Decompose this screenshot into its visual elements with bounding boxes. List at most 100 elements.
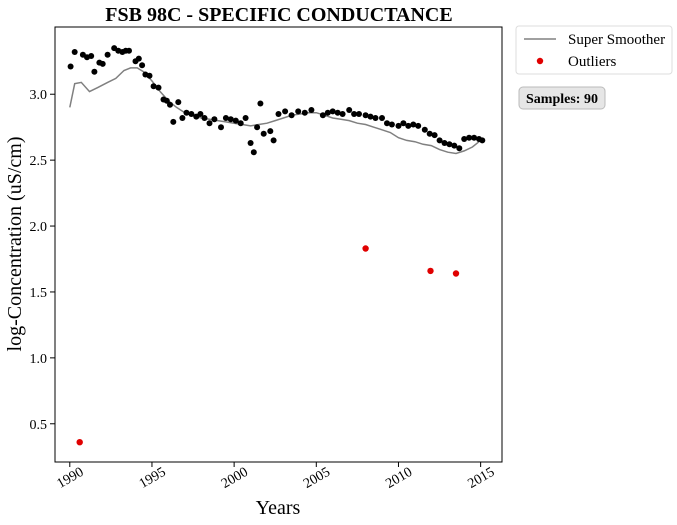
data-point (400, 120, 407, 127)
data-point (175, 99, 182, 106)
data-point (288, 112, 295, 119)
x-axis-label: Years (256, 497, 301, 519)
data-point (237, 120, 244, 127)
legend-outliers-swatch (536, 57, 544, 65)
y-tick-label: 2.0 (30, 220, 48, 235)
data-point (167, 101, 173, 108)
data-point (324, 109, 331, 116)
series-layer (67, 45, 486, 446)
data-point (135, 55, 142, 62)
data-point (250, 149, 257, 156)
data-point (301, 109, 308, 116)
data-point (254, 124, 261, 131)
data-point (197, 111, 204, 117)
data-point (456, 145, 463, 152)
data-point (384, 120, 390, 127)
data-point (242, 115, 249, 121)
data-point (179, 115, 186, 121)
x-tick-label: 2000 (219, 465, 251, 492)
data-point (247, 140, 254, 146)
data-point (201, 115, 208, 121)
data-point (104, 51, 111, 58)
data-point (351, 111, 358, 117)
data-point (91, 68, 98, 75)
y-axis: 0.5 1.0 1.5 2.0 2.5 3.0 (30, 88, 55, 433)
data-point (295, 108, 302, 115)
x-tick-label: 2005 (301, 465, 333, 492)
data-point (329, 108, 336, 115)
data-point (446, 141, 453, 148)
data-point (379, 115, 385, 121)
data-point (67, 63, 74, 70)
data-point (334, 109, 341, 116)
legend-box (515, 25, 673, 75)
data-point (367, 113, 374, 120)
data-point (346, 107, 353, 113)
samples-badge: Samples: 90 (518, 86, 606, 110)
y-tick-label: 2.5 (30, 154, 48, 169)
x-tick-label: 1990 (55, 465, 87, 492)
data-point (431, 132, 438, 139)
data-point (410, 121, 417, 128)
data-point (356, 111, 362, 117)
legend: Super Smoother Outliers (515, 25, 673, 75)
y-axis-label: log-Concentration (uS/cm) (4, 137, 26, 352)
data-point (415, 122, 422, 129)
data-point (211, 116, 218, 123)
data-point (150, 83, 157, 90)
data-point (232, 117, 239, 124)
outlier-point (452, 270, 460, 277)
samples-badge-label: Samples: 90 (526, 92, 598, 107)
x-axis: 1990 1995 2000 2005 2010 2015 (55, 462, 497, 492)
data-point (471, 134, 478, 141)
data-point (183, 109, 190, 116)
data-point (270, 137, 277, 144)
y-tick-label: 1.0 (30, 352, 48, 367)
smoother-line (69, 67, 482, 155)
data-point (99, 60, 106, 67)
data-point (146, 72, 153, 79)
y-tick-label: 1.5 (30, 286, 48, 301)
data-point (441, 140, 448, 146)
data-point (479, 137, 486, 144)
x-tick-label: 2010 (383, 465, 415, 492)
data-point (163, 97, 170, 104)
chart-title: FSB 98C - SPECIFIC CONDUCTANCE (105, 4, 452, 26)
outlier-point (362, 245, 369, 252)
data-point (405, 122, 412, 129)
data-point (426, 130, 433, 137)
data-point (436, 137, 443, 144)
data-point (126, 47, 132, 54)
data-point (362, 112, 369, 119)
data-point (260, 130, 267, 137)
data-point (88, 53, 95, 59)
data-point (282, 108, 289, 115)
legend-outliers-label: Outliers (568, 54, 616, 70)
data-point (421, 126, 428, 133)
data-point (461, 136, 468, 142)
data-point (218, 124, 224, 131)
outlier-point (76, 439, 83, 446)
x-tick-label: 1995 (137, 465, 169, 492)
data-point (139, 62, 146, 69)
legend-smoother-label: Super Smoother (568, 32, 665, 48)
data-point (388, 121, 395, 128)
data-point (319, 112, 326, 119)
data-point (339, 111, 346, 117)
data-point (275, 111, 282, 117)
data-point (188, 111, 195, 117)
data-point (395, 122, 402, 129)
plot-area (54, 26, 503, 463)
data-point (267, 128, 274, 135)
data-point (257, 100, 264, 107)
y-tick-label: 3.0 (30, 88, 48, 103)
outlier-point (427, 267, 434, 275)
y-tick-label: 0.5 (30, 418, 48, 433)
samples-badge-box (518, 86, 606, 110)
data-point (466, 134, 473, 141)
data-point (372, 115, 379, 121)
data-point (170, 118, 177, 125)
data-point (227, 116, 234, 123)
data-point (155, 84, 162, 91)
